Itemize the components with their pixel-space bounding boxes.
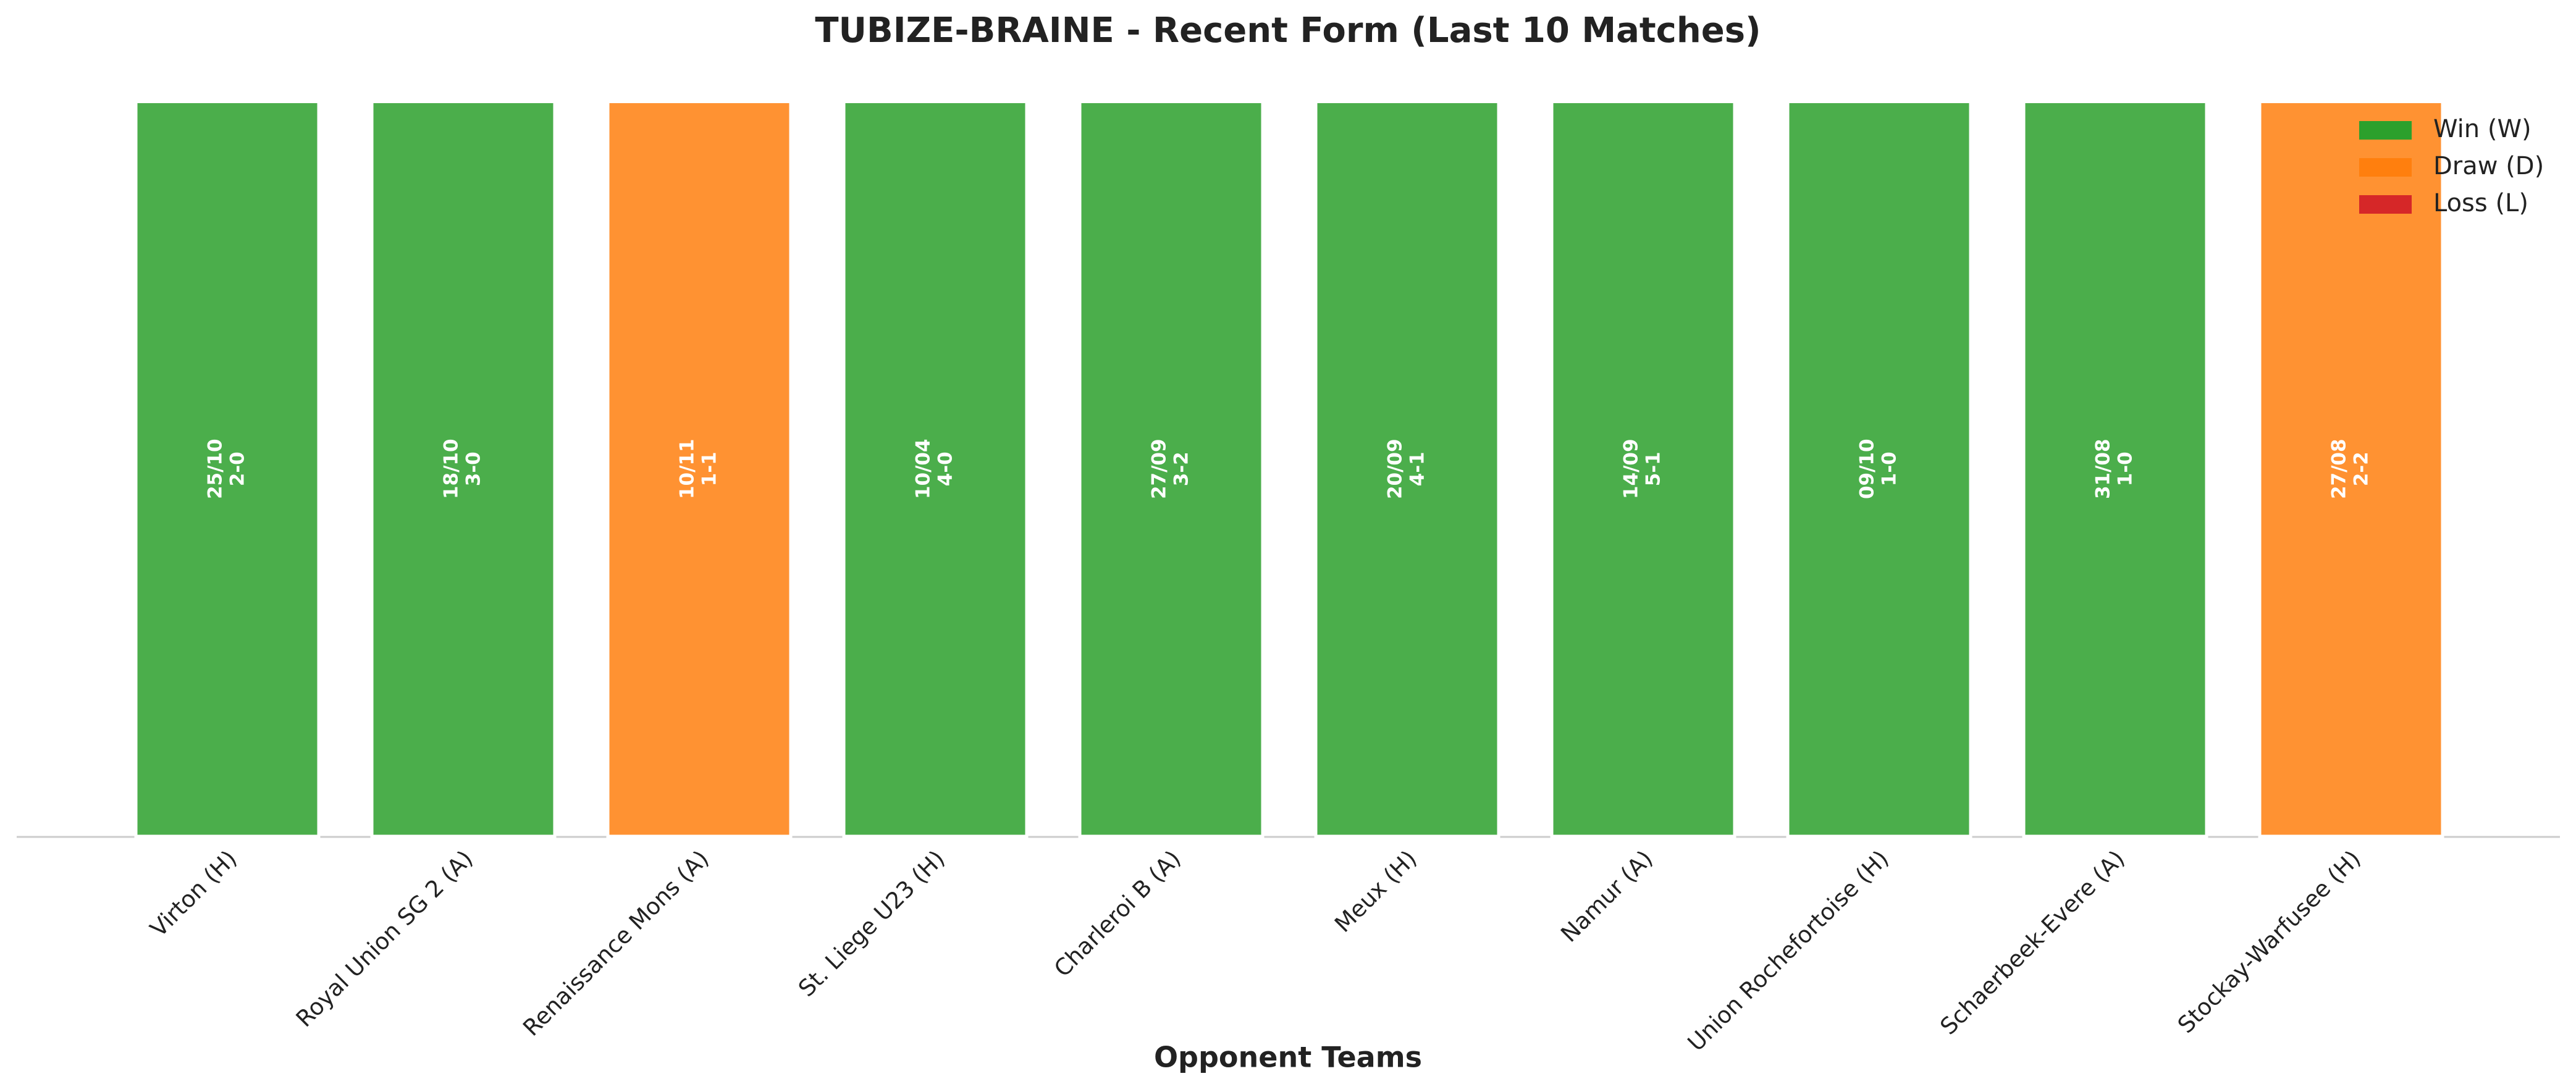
- bar-score-label: 4-1: [1407, 452, 1429, 486]
- legend-label: Loss (L): [2433, 189, 2528, 217]
- bar-date-label: 27/09: [1148, 439, 1171, 499]
- bar-score-label: 2-2: [2351, 452, 2373, 486]
- bar-date-label: 20/09: [1384, 439, 1407, 499]
- bar: [2258, 99, 2444, 838]
- bar-date-label: 10/04: [912, 439, 935, 499]
- legend-swatch: [2359, 121, 2412, 140]
- legend-swatch: [2359, 195, 2412, 214]
- legend-swatch: [2359, 158, 2412, 177]
- x-tick-label: Meux (H): [1329, 845, 1422, 938]
- legend-label: Win (W): [2433, 115, 2532, 143]
- x-axis-label: Opponent Teams: [1154, 1041, 1422, 1074]
- bar-date-label: 31/08: [2092, 439, 2115, 499]
- bar: [1786, 99, 1972, 838]
- bar-score-label: 2-0: [227, 452, 249, 486]
- bar: [370, 99, 557, 838]
- chart-title: TUBIZE-BRAINE - Recent Form (Last 10 Mat…: [815, 10, 1761, 51]
- bar: [1078, 99, 1265, 838]
- bar: [606, 99, 793, 838]
- bar: [134, 99, 321, 838]
- bar-date-label: 14/09: [1620, 439, 1643, 499]
- bar-score-label: 4-0: [935, 452, 957, 486]
- bar-date-label: 25/10: [204, 439, 227, 499]
- x-tick-label: Stockay-Warfusee (H): [2173, 845, 2366, 1038]
- bar: [1314, 99, 1501, 838]
- x-tick-label: Schaerbeek-Evere (A): [1935, 845, 2130, 1040]
- legend-label: Draw (D): [2433, 152, 2544, 180]
- x-tick-label: Charleroi B (A): [1049, 845, 1186, 982]
- x-tick-label: Royal Union SG 2 (A): [291, 845, 478, 1032]
- bar-score-label: 3-0: [463, 452, 485, 486]
- x-tick-label: Union Rochefortoise (H): [1683, 845, 1894, 1056]
- x-tick-label: St. Liege U23 (H): [793, 845, 950, 1002]
- bar: [1550, 99, 1736, 838]
- x-tick-label: Namur (A): [1555, 845, 1657, 947]
- bar-date-label: 27/08: [2328, 439, 2351, 499]
- bar-score-label: 3-2: [1171, 452, 1193, 486]
- bar-date-label: 10/11: [676, 439, 699, 499]
- bar-score-label: 1-0: [1879, 452, 1901, 486]
- bar-score-label: 5-1: [1643, 452, 1665, 486]
- x-tick-label: Renaissance Mons (A): [518, 845, 713, 1041]
- bar-score-label: 1-1: [699, 452, 721, 486]
- bar-date-label: 18/10: [440, 439, 463, 499]
- x-tick-label: Virton (H): [145, 845, 242, 942]
- bar-score-label: 1-0: [2115, 452, 2137, 486]
- bar: [2022, 99, 2208, 838]
- bar: [842, 99, 1029, 838]
- bar-date-label: 09/10: [1856, 439, 1879, 499]
